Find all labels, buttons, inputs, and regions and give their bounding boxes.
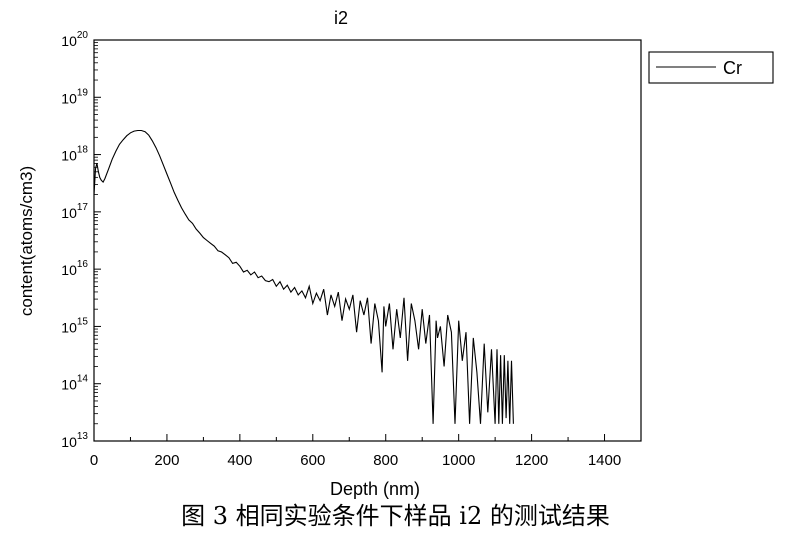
y-axis-ticks: 1013 1014 1015 1016 1017 1018 1019 1020 — [61, 30, 101, 450]
x-tick-label: 1200 — [515, 452, 548, 469]
y-tick-label: 1018 — [61, 145, 88, 164]
y-tick-label: 1016 — [61, 259, 88, 278]
x-tick-label: 1400 — [588, 452, 621, 469]
y-tick-label: 1017 — [61, 202, 88, 221]
legend: Cr — [648, 51, 774, 84]
x-axis-ticks: 0 200 400 600 800 1000 1200 1400 — [90, 434, 642, 469]
figure-caption: 图 3 相同实验条件下样品 i2 的测试结果 — [181, 502, 610, 530]
x-tick-label: 200 — [154, 452, 179, 469]
y-tick-label: 1014 — [61, 374, 88, 393]
chart: i2 0 200 400 600 800 1000 1200 1400 10131014101… — [17, 8, 774, 499]
x-axis-label: Depth (nm) — [330, 479, 420, 499]
x-tick-label: 0 — [90, 452, 98, 469]
y-axis-label: content(atoms/cm3) — [17, 166, 36, 316]
y-tick-label: 1015 — [61, 316, 88, 335]
x-tick-label: 400 — [227, 452, 252, 469]
y-tick-label: 1020 — [61, 30, 88, 49]
plot-frame — [93, 39, 642, 442]
x-tick-label: 1000 — [442, 452, 475, 469]
series-line-cr — [93, 129, 514, 424]
x-tick-label: 600 — [300, 452, 325, 469]
y-tick-label: 1013 — [61, 431, 88, 450]
y-tick-label: 1019 — [61, 87, 88, 106]
x-tick-label: 800 — [373, 452, 398, 469]
chart-title: i2 — [334, 8, 348, 28]
legend-label-cr: Cr — [723, 58, 742, 78]
